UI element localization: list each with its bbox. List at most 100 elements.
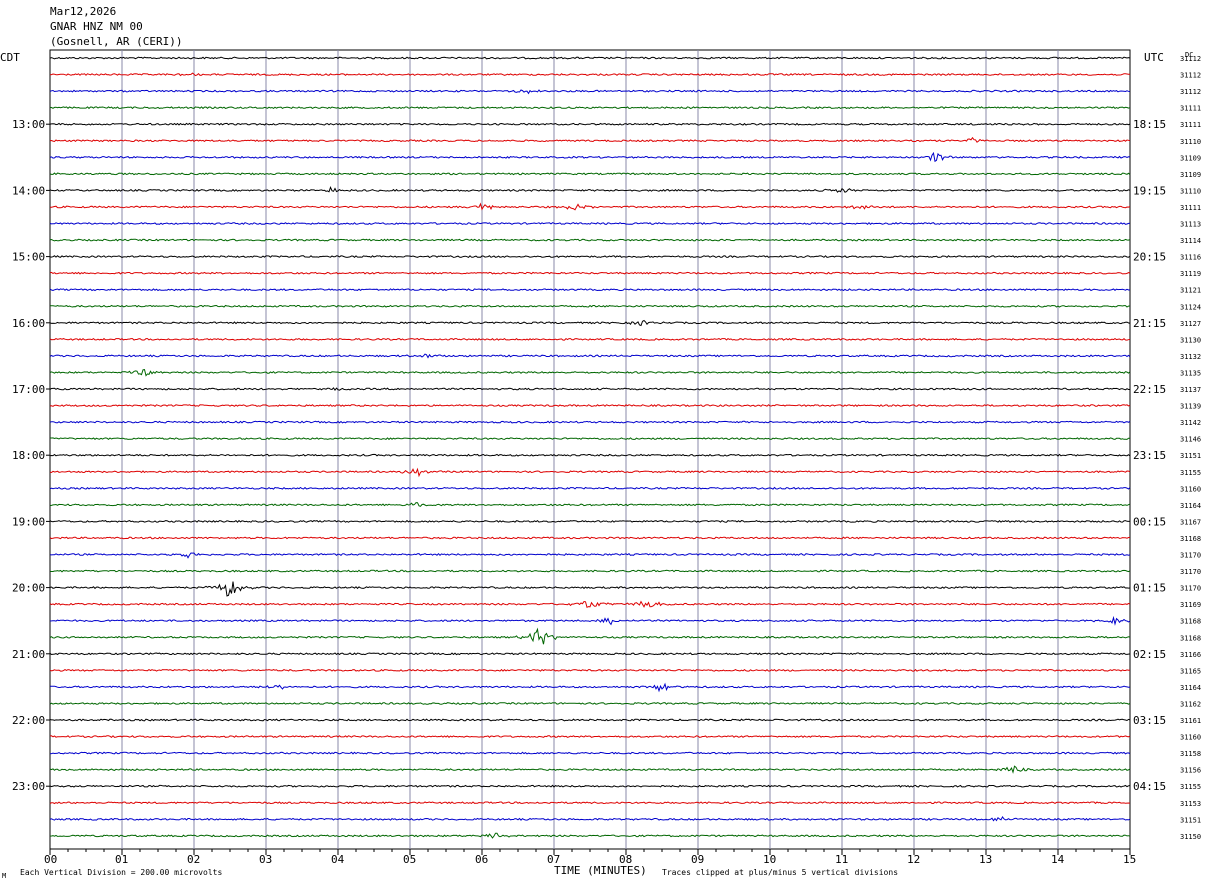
- trace-row-9: [50, 202, 1131, 211]
- x-tick-label: 03: [259, 853, 272, 866]
- dc-value: 31158: [1180, 750, 1201, 758]
- dc-value: 31151: [1180, 452, 1201, 460]
- dc-value: 31146: [1180, 436, 1201, 444]
- dc-value: 31111: [1180, 121, 1201, 129]
- trace-row-12: [49, 255, 1131, 259]
- dc-value: 31166: [1180, 651, 1201, 659]
- dc-value: 31151: [1180, 816, 1201, 824]
- x-tick-label: 05: [403, 853, 416, 866]
- dc-value: 31130: [1180, 336, 1201, 344]
- dc-value: 31169: [1180, 601, 1201, 609]
- dc-value: 31153: [1180, 800, 1201, 808]
- trace-row-21: [49, 404, 1131, 407]
- dc-value: 31164: [1180, 684, 1201, 692]
- x-tick-label: 14: [1051, 853, 1065, 866]
- dc-value: 31113: [1180, 221, 1201, 229]
- dc-value: 31112: [1180, 72, 1201, 80]
- trace-row-1: [49, 72, 1130, 77]
- trace-row-2: [49, 89, 1131, 95]
- trace-row-43: [49, 765, 1131, 774]
- trace-row-30: [49, 552, 1131, 559]
- utc-hour-label: 04:15: [1133, 780, 1166, 793]
- trace-row-23: [50, 437, 1131, 441]
- trace-row-6: [49, 151, 1131, 163]
- utc-hour-label: 19:15: [1133, 184, 1166, 197]
- trace-row-41: [49, 735, 1131, 738]
- trace-layer: [49, 56, 1131, 839]
- trace-row-18: [49, 353, 1131, 359]
- trace-row-25: [49, 467, 1131, 478]
- trace-row-19: [49, 369, 1131, 377]
- trace-row-42: [49, 751, 1131, 755]
- trace-row-29: [49, 536, 1131, 540]
- cdt-hour-label: 14:00: [12, 184, 45, 197]
- plot-frame: [49, 49, 1131, 850]
- trace-row-7: [49, 172, 1131, 176]
- trace-row-15: [50, 304, 1131, 308]
- cdt-hour-label: 19:00: [12, 515, 45, 528]
- trace-row-32: [49, 581, 1131, 597]
- dc-value: 31139: [1180, 403, 1201, 411]
- dc-value: 31111: [1180, 204, 1201, 212]
- dc-value: 31168: [1180, 634, 1201, 642]
- trace-row-24: [49, 453, 1131, 457]
- utc-hour-label: 02:15: [1133, 648, 1166, 661]
- utc-hour-label: 01:15: [1133, 582, 1166, 595]
- dc-value: 31164: [1180, 502, 1201, 510]
- dc-value: 31168: [1180, 618, 1201, 626]
- dc-value: 31155: [1180, 469, 1201, 477]
- trace-row-33: [49, 600, 1131, 609]
- dc-value: 31121: [1180, 287, 1201, 295]
- cdt-hour-label: 15:00: [12, 251, 45, 264]
- trace-row-20: [49, 387, 1130, 391]
- dc-value: 31111: [1180, 105, 1201, 113]
- x-tick-label: 07: [547, 853, 560, 866]
- trace-row-28: [49, 519, 1131, 523]
- x-tick-label: 10: [763, 853, 776, 866]
- dc-value: 31165: [1180, 667, 1201, 675]
- dc-value: 31114: [1180, 237, 1201, 245]
- x-tick-label: 13: [979, 853, 992, 866]
- dc-value: 31110: [1180, 138, 1201, 146]
- x-tick-label: 04: [331, 853, 345, 866]
- trace-row-36: [49, 652, 1131, 656]
- trace-row-3: [49, 106, 1131, 110]
- label-layer: CDT UTC DC TIME (MINUTES) M Each Vertica…: [0, 51, 1201, 880]
- dc-value: 31119: [1180, 270, 1201, 278]
- trace-row-31: [49, 569, 1131, 573]
- x-tick-label: 12: [907, 853, 920, 866]
- dc-value: 31156: [1180, 767, 1201, 775]
- utc-hour-label: 22:15: [1133, 383, 1166, 396]
- cdt-hour-label: 18:00: [12, 449, 45, 462]
- dc-value: 31109: [1180, 154, 1201, 162]
- dc-value: 31160: [1180, 485, 1201, 493]
- dc-value: 31170: [1180, 568, 1201, 576]
- x-tick-label: 09: [691, 853, 704, 866]
- trace-row-34: [49, 615, 1131, 626]
- trace-row-17: [49, 337, 1131, 341]
- dc-value: 31109: [1180, 171, 1201, 179]
- cdt-hour-label: 21:00: [12, 648, 45, 661]
- x-tick-label: 02: [187, 853, 200, 866]
- trace-row-35: [49, 627, 1131, 645]
- utc-hour-label: 00:15: [1133, 515, 1166, 528]
- trace-row-47: [49, 832, 1131, 839]
- trace-row-46: [49, 815, 1131, 822]
- header-date: Mar12,2026: [50, 5, 117, 18]
- utc-hour-label: 20:15: [1133, 251, 1166, 264]
- dc-value: 31155: [1180, 783, 1201, 791]
- dc-value: 31162: [1180, 700, 1201, 708]
- x-tick-label: 08: [619, 853, 632, 866]
- dc-header-label: DC: [1185, 51, 1193, 59]
- trace-row-5: [49, 136, 1131, 143]
- utc-hour-label: 21:15: [1133, 317, 1166, 330]
- dc-value: 31112: [1180, 55, 1201, 63]
- utc-hour-label: 23:15: [1133, 449, 1166, 462]
- cdt-hour-label: 17:00: [12, 383, 45, 396]
- trace-row-11: [49, 238, 1131, 242]
- dc-value: 31161: [1180, 717, 1201, 725]
- dc-value: 31132: [1180, 353, 1201, 361]
- trace-row-8: [49, 186, 1131, 193]
- cdt-hour-label: 13:00: [12, 118, 45, 131]
